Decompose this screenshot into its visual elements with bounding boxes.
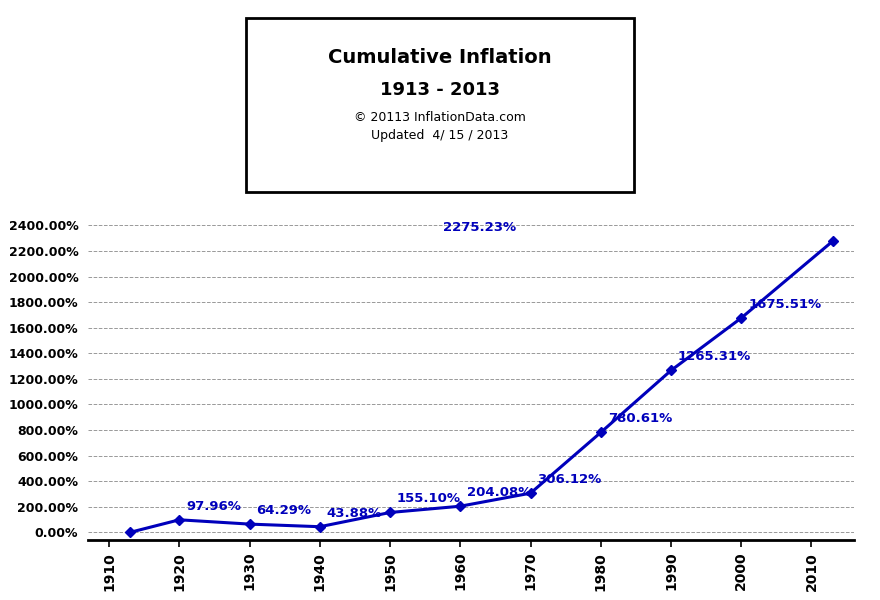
Text: 2275.23%: 2275.23% (444, 221, 517, 234)
Text: Updated  4/ 15 / 2013: Updated 4/ 15 / 2013 (371, 129, 509, 142)
Text: 306.12%: 306.12% (538, 473, 602, 486)
Text: © 20113 InflationData.com: © 20113 InflationData.com (354, 111, 526, 124)
Text: Updated  4/ 15 / 2013: Updated 4/ 15 / 2013 (371, 129, 509, 142)
Text: 155.10%: 155.10% (397, 493, 461, 505)
Text: 97.96%: 97.96% (187, 500, 241, 513)
Text: © 20113 InflationData.com: © 20113 InflationData.com (354, 111, 526, 124)
Text: Cumulative Inflation: Cumulative Inflation (328, 48, 552, 67)
Text: 1265.31%: 1265.31% (678, 350, 752, 364)
Text: 1913 - 2013: 1913 - 2013 (380, 81, 500, 99)
Text: 43.88%: 43.88% (326, 506, 382, 520)
Text: 64.29%: 64.29% (257, 504, 312, 517)
Text: 1675.51%: 1675.51% (748, 298, 821, 311)
Text: 204.08%: 204.08% (467, 486, 532, 499)
Text: Cumulative Inflation: Cumulative Inflation (328, 48, 552, 67)
Text: 780.61%: 780.61% (608, 412, 672, 425)
Text: 1913 - 2013: 1913 - 2013 (380, 81, 500, 99)
